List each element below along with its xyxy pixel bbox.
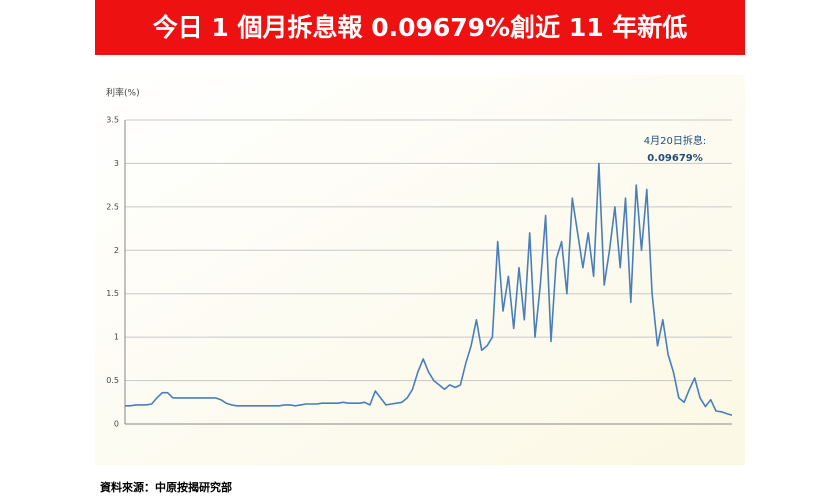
data-line — [125, 162, 733, 417]
annotation: 4月20日拆息: — [644, 134, 706, 147]
y-tick-label: 3.5 — [106, 116, 119, 125]
y-axis-label: 利率(%) — [106, 87, 140, 99]
source-note: 資料來源：中原按揭研究部 — [100, 480, 232, 494]
plot-background — [95, 75, 745, 465]
y-tick-label: 1.5 — [106, 289, 119, 298]
annotation: 0.09679% — [647, 153, 703, 164]
y-tick-label: 3 — [114, 159, 119, 168]
title-banner — [95, 0, 745, 55]
y-tick-label: 2 — [114, 246, 119, 255]
y-tick-label: 0 — [114, 420, 119, 429]
y-tick-label: 1 — [114, 333, 119, 342]
y-tick-label: 0.5 — [106, 376, 119, 385]
y-tick-label: 2.5 — [106, 202, 119, 211]
chart-title: 今日 1 個月拆息報 0.09679%創近 11 年新低 — [153, 13, 688, 42]
